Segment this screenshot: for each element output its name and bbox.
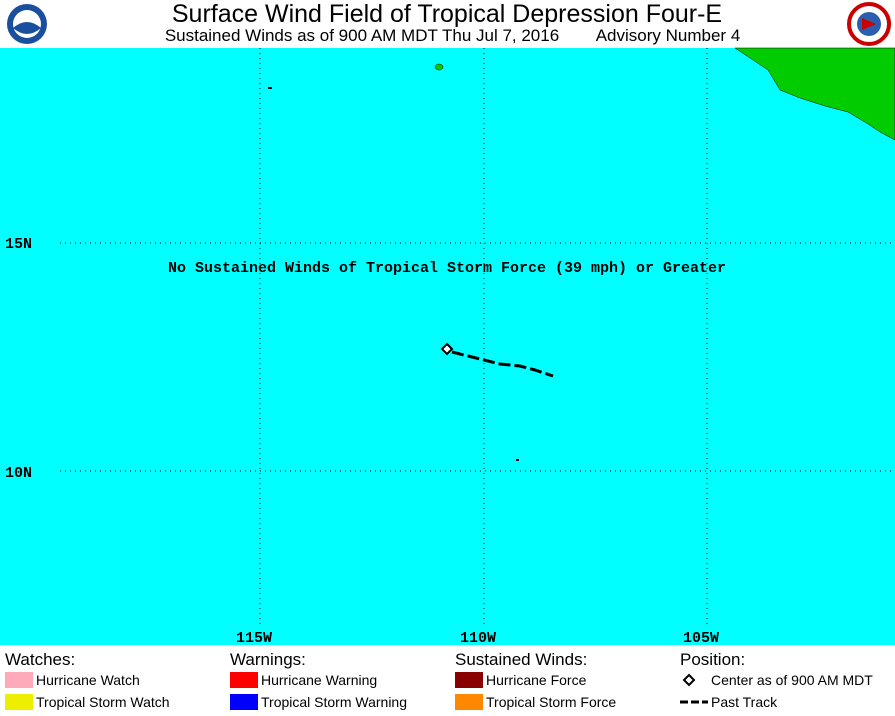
legend-label: Hurricane Force	[486, 672, 587, 688]
past-track	[451, 350, 554, 378]
island	[268, 87, 272, 89]
legend-heading: Position:	[680, 650, 745, 669]
noaa-logo	[7, 4, 47, 44]
legend-label: Tropical Storm Force	[486, 694, 616, 710]
advisory: Advisory Number 4	[596, 26, 741, 45]
latitude-label: 10N	[5, 465, 32, 482]
title: Surface Wind Field of Tropical Depressio…	[172, 0, 722, 28]
legend-swatch	[230, 694, 258, 710]
longitude-label: 115W	[236, 630, 272, 647]
latitude-label: 15N	[5, 236, 32, 253]
storm-center	[440, 342, 454, 356]
nws-logo	[847, 2, 891, 46]
legend-swatch	[230, 672, 258, 688]
legend-label: Past Track	[711, 694, 778, 710]
legend-heading: Warnings:	[230, 650, 306, 669]
subtitle: Sustained Winds as of 900 AM MDT Thu Jul…	[165, 26, 559, 45]
legend-label: Center as of 900 AM MDT	[711, 672, 873, 688]
center-symbol	[682, 673, 696, 687]
legend-swatch	[5, 694, 33, 710]
annotation: No Sustained Winds of Tropical Storm For…	[168, 260, 726, 277]
island	[516, 459, 519, 461]
legend-label: Hurricane Watch	[36, 672, 140, 688]
legend-label: Hurricane Warning	[261, 672, 377, 688]
legend-heading: Sustained Winds:	[455, 650, 587, 669]
island	[434, 63, 444, 71]
longitude-label: 110W	[460, 630, 496, 647]
longitude-label: 105W	[683, 630, 719, 647]
legend-heading: Watches:	[5, 650, 75, 669]
legend-swatch	[455, 694, 483, 710]
legend-swatch	[5, 672, 33, 688]
legend-label: Tropical Storm Watch	[36, 694, 170, 710]
legend-label: Tropical Storm Warning	[261, 694, 407, 710]
legend-swatch	[455, 672, 483, 688]
land	[734, 47, 895, 141]
legend: Watches: Hurricane Watch Tropical Storm Wa…	[5, 650, 873, 710]
